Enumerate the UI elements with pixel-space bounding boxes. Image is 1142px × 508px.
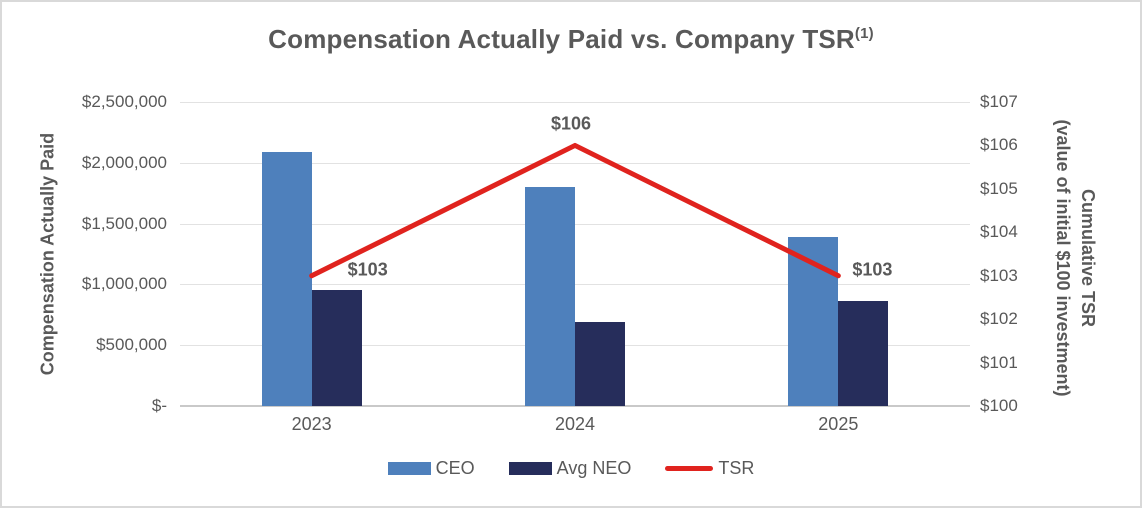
right-axis-tick: $103 <box>980 265 1018 285</box>
chart-title-text: Compensation Actually Paid vs. Company T… <box>268 24 855 54</box>
legend-item-ceo: CEO <box>387 458 475 479</box>
bar-ceo-2023 <box>261 151 312 406</box>
gridline <box>180 223 970 225</box>
chart-title: Compensation Actually Paid vs. Company T… <box>2 24 1140 55</box>
left-axis-tick: $1,000,000 <box>81 274 167 294</box>
right-axis-tick: $105 <box>980 178 1018 198</box>
plot-area: $103 $106 $103 <box>180 102 970 407</box>
chart-title-footnote-marker: (1) <box>854 25 874 42</box>
legend-label: Avg NEO <box>556 458 632 478</box>
right-axis-title-line1: Cumulative TSR <box>1078 188 1098 328</box>
tsr-line <box>309 142 841 279</box>
tsr-data-label-2023: $103 <box>347 259 388 280</box>
legend-swatch-avg-neo <box>508 462 552 475</box>
right-axis-tick: $101 <box>980 352 1018 372</box>
legend-swatch-ceo <box>387 462 431 475</box>
tsr-data-label-2025: $103 <box>852 259 893 280</box>
right-axis-tick: $102 <box>980 309 1018 329</box>
legend-item-avg-neo: Avg NEO <box>508 458 632 479</box>
bar-avg-neo-2023 <box>311 290 362 406</box>
bar-avg-neo-2024 <box>575 322 625 406</box>
gridline <box>180 162 970 164</box>
legend-label: TSR <box>718 458 755 478</box>
left-axis-tick: $500,000 <box>96 335 167 355</box>
left-axis-tick: $2,500,000 <box>81 92 167 111</box>
legend-label: CEO <box>435 458 475 478</box>
legend: CEO Avg NEO TSR <box>2 458 1140 479</box>
left-axis-tick: $- <box>151 396 167 415</box>
x-axis-line <box>180 405 970 407</box>
x-axis-category-label: 2023 <box>291 414 332 434</box>
left-axis-tick: $2,000,000 <box>81 152 167 172</box>
right-axis-tick: $107 <box>980 92 1018 111</box>
gridline <box>180 102 970 103</box>
legend-item-tsr: TSR <box>665 458 754 479</box>
tsr-data-label-2024: $106 <box>550 113 592 134</box>
bar-avg-neo-2025 <box>838 300 889 406</box>
x-axis-category-label: 2024 <box>554 414 596 434</box>
x-axis-category-label: 2025 <box>818 414 859 434</box>
bar-ceo-2024 <box>525 187 575 406</box>
right-axis-tick: $100 <box>980 396 1018 415</box>
right-axis-tick: $104 <box>980 222 1018 242</box>
left-axis-tick: $1,500,000 <box>81 213 167 233</box>
gridline <box>180 284 970 286</box>
legend-swatch-tsr <box>665 466 714 471</box>
right-axis-tick: $106 <box>980 135 1018 155</box>
